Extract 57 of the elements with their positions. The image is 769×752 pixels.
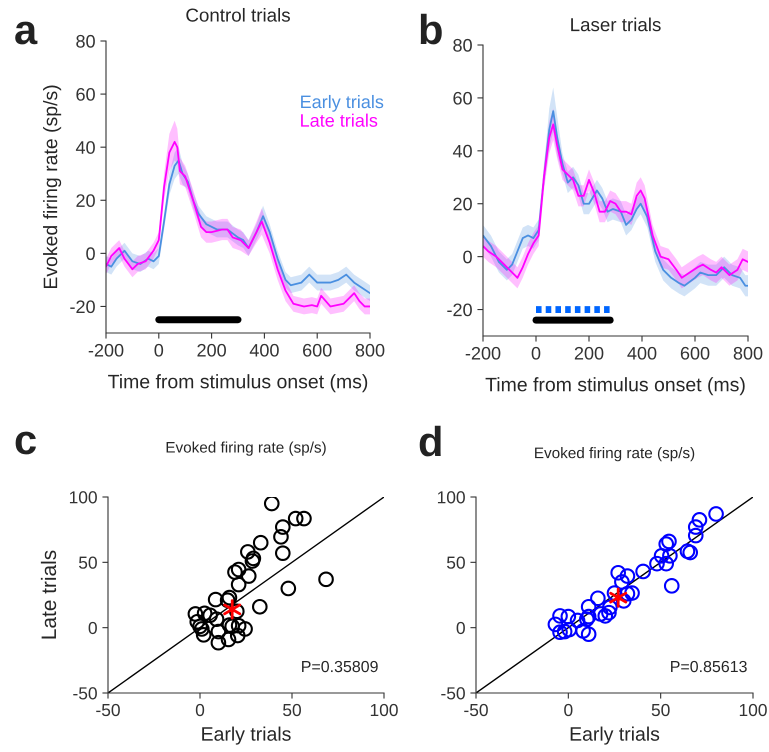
y-tick-label: 80: [453, 38, 472, 52]
y-axis-title: Late trials: [40, 550, 56, 638]
x-tick-label: 200: [197, 344, 226, 357]
y-tick-label: 100: [70, 491, 97, 504]
y-tick-label: 60: [453, 92, 472, 105]
x-tick-label: 100: [740, 704, 767, 716]
text: Late trials: [301, 114, 378, 127]
x-tick-label: 200: [574, 346, 604, 360]
y-tick-label: 50: [446, 556, 465, 569]
x-tick-label: 400: [250, 344, 279, 357]
chart-title: Laser trials: [571, 18, 661, 32]
x-tick-label: 800: [734, 346, 762, 360]
x-tick-label: -50: [96, 704, 120, 716]
x-axis-title: Time from stimulus onset (ms): [486, 377, 745, 396]
x-tick-label: 600: [303, 344, 332, 357]
x-tick-label: 100: [370, 704, 398, 716]
x-tick-label: -200: [88, 344, 124, 357]
x-tick-label: 0: [154, 344, 164, 357]
y-tick-label: 60: [76, 88, 95, 101]
y-tick-label: -20: [70, 300, 95, 314]
x-tick-label: -200: [466, 346, 500, 360]
x-axis-title: Time from stimulus onset (ms): [108, 374, 368, 392]
chart-title: Evoked firing rate (sp/s): [166, 441, 326, 456]
chart-title: Control trials: [186, 8, 290, 22]
x-tick-label: 800: [356, 344, 384, 357]
y-tick-label: 50: [78, 556, 97, 569]
annotation: P=0.85613: [671, 660, 747, 672]
y-tick-label: 20: [453, 198, 472, 210]
y-tick-label: 0: [88, 622, 97, 634]
y-tick-label: -50: [73, 687, 97, 700]
x-tick-label: 50: [652, 704, 670, 716]
x-tick-label: 400: [627, 346, 656, 360]
text: b: [420, 14, 442, 44]
y-tick-label: 40: [452, 144, 472, 158]
text: d: [420, 426, 441, 456]
x-tick-label: 0: [196, 704, 204, 716]
y-tick-label: -50: [441, 687, 465, 700]
text: c: [16, 432, 36, 454]
y-tick-label: 20: [76, 194, 95, 207]
y-tick-label: 40: [76, 141, 95, 154]
y-axis-title: Evoked firing rate (sp/s): [43, 86, 62, 288]
y-tick-label: 0: [456, 622, 465, 634]
y-tick-label: 0: [463, 250, 472, 264]
y-tick-label: 80: [76, 34, 95, 48]
text: Early trials: [301, 94, 384, 112]
annotation: P=0.35809: [302, 660, 378, 672]
y-tick-label: 100: [438, 491, 465, 504]
y-tick-label: -20: [447, 303, 472, 316]
x-tick-label: 50: [283, 704, 301, 716]
chart-title: Evoked firing rate (sp/s): [535, 447, 694, 462]
x-tick-label: 600: [680, 346, 710, 360]
text: a: [15, 22, 38, 44]
x-tick-label: 0: [564, 704, 572, 716]
x-axis-title: Early trials: [202, 726, 291, 745]
x-axis-title: Early trials: [570, 726, 660, 745]
x-tick-label: 0: [532, 346, 540, 360]
y-tick-label: 0: [86, 247, 95, 260]
